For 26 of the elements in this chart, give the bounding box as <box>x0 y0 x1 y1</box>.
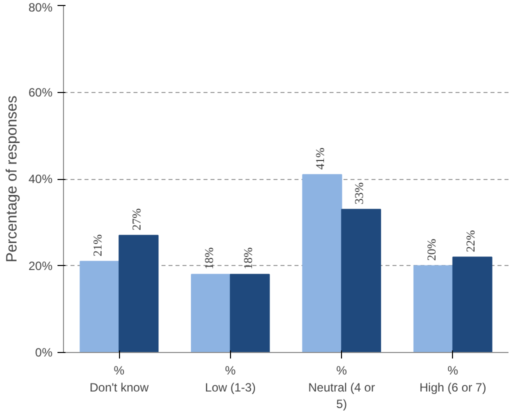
y-tick-label: 0% <box>35 346 53 360</box>
y-axis-title: Percentage of responses <box>3 96 20 262</box>
bar <box>230 274 270 352</box>
data-label: 18% <box>202 247 216 270</box>
bar <box>452 256 492 352</box>
bar <box>413 265 454 352</box>
y-tick-label: 80% <box>28 0 53 14</box>
x-tick-label: % Low (1-3) <box>205 364 256 394</box>
data-label: 27% <box>130 208 144 230</box>
bar <box>302 174 342 352</box>
y-tick-label: 60% <box>28 85 53 100</box>
data-label: 18% <box>240 247 255 270</box>
bar <box>341 208 382 352</box>
bar <box>190 274 231 352</box>
y-tick-label: 40% <box>28 172 53 186</box>
x-tick-label: % High (6 or 7) <box>420 364 486 394</box>
data-label: 41% <box>313 148 328 170</box>
y-tick-label: 20% <box>28 258 53 273</box>
x-tick-label: % Neutral (4 or 5) <box>308 364 375 412</box>
x-tick-label: % Don't know <box>90 364 149 394</box>
data-label: 33% <box>352 182 366 204</box>
bar <box>118 234 159 352</box>
bar <box>80 260 120 352</box>
data-label: 21% <box>90 234 105 256</box>
data-label: 20% <box>424 238 438 261</box>
data-label: 22% <box>463 230 478 252</box>
